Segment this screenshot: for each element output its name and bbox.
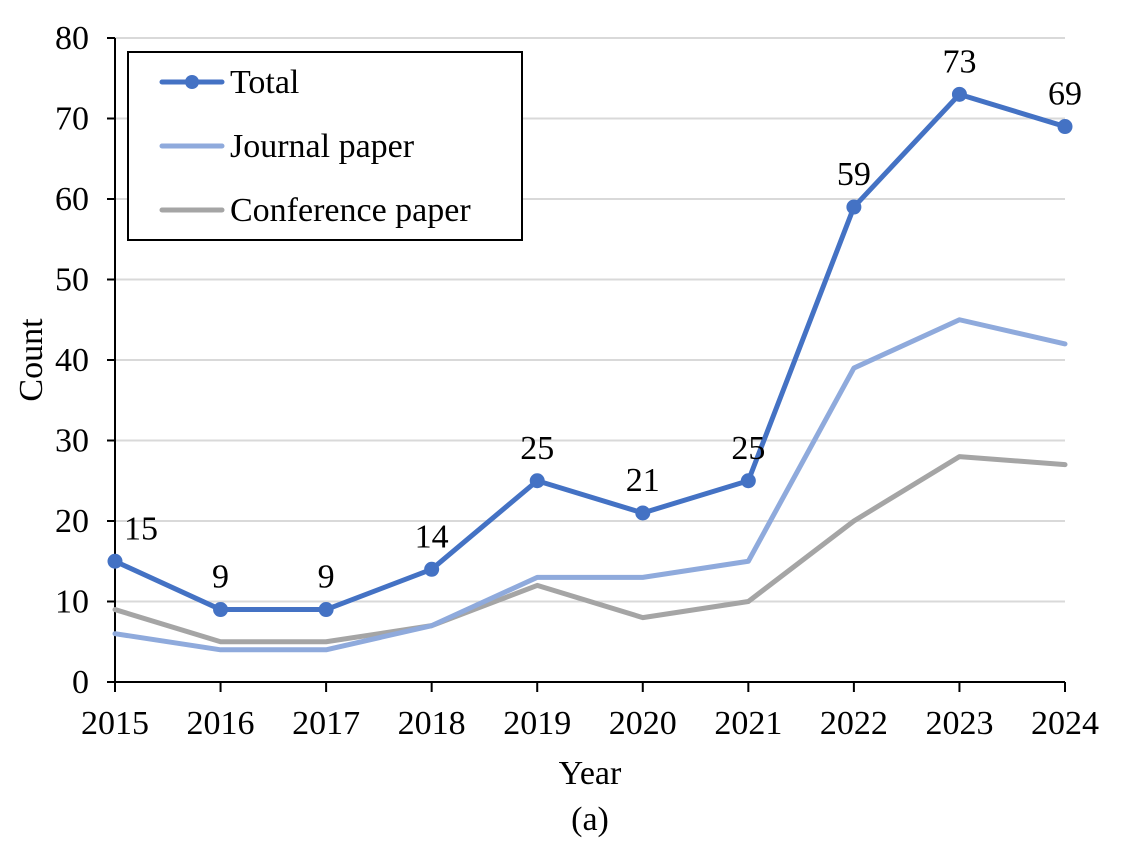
data-labels: 15 9 9 14 25 21 25 59 73 69 (124, 43, 1082, 595)
y-tick-label: 60 (55, 181, 89, 218)
x-axis-title: Year (559, 755, 622, 792)
data-label: 25 (520, 430, 554, 467)
x-tick-label: 2022 (820, 705, 888, 742)
y-tick-label: 30 (55, 423, 89, 460)
data-point (318, 602, 334, 618)
x-tick-label: 2024 (1031, 705, 1099, 742)
data-point (740, 473, 756, 489)
series-line-total (112, 91, 1068, 613)
x-tick-label: 2020 (609, 705, 677, 742)
data-label: 69 (1048, 76, 1082, 113)
y-tick-label: 50 (55, 262, 89, 299)
x-tick-label: 2017 (292, 705, 360, 742)
x-axis-ticks: 2015 2016 2017 2018 2019 2020 2021 2022 2023 2024 (81, 705, 1099, 742)
y-tick-label: 40 (55, 342, 89, 379)
data-point (424, 561, 440, 577)
x-tick-label: 2019 (503, 705, 571, 742)
data-point (1057, 119, 1073, 135)
y-axis-title: Count (13, 318, 50, 402)
x-tick-label: 2016 (187, 705, 255, 742)
x-tick-label: 2015 (81, 705, 149, 742)
data-label: 21 (626, 462, 660, 499)
y-tick-label: 80 (55, 20, 89, 57)
data-label: 14 (415, 518, 449, 555)
y-tick-label: 70 (55, 101, 89, 138)
legend-label: Conference paper (230, 192, 471, 229)
data-point (846, 199, 862, 215)
y-tick-label: 0 (72, 664, 89, 701)
data-label: 9 (318, 559, 335, 596)
x-tick-label: 2023 (925, 705, 993, 742)
data-point (951, 86, 967, 102)
data-point (107, 553, 123, 569)
legend-marker (185, 75, 199, 89)
x-tick-label: 2021 (714, 705, 782, 742)
series-layer (107, 86, 1073, 653)
data-label: 9 (212, 559, 229, 596)
data-label: 59 (837, 156, 871, 193)
data-label: 73 (942, 43, 976, 80)
legend-label: Total (230, 64, 299, 101)
y-tick-label: 20 (55, 503, 89, 540)
data-point (635, 505, 651, 521)
y-tick-label: 10 (55, 584, 89, 621)
data-label: 15 (124, 510, 158, 547)
axes (107, 37, 1066, 692)
series-line-conference-paper (112, 454, 1068, 645)
data-point (529, 473, 545, 489)
legend-items: Total Journal paper Conference paper (159, 64, 471, 229)
x-tick-label: 2018 (398, 705, 466, 742)
series-line-journal-paper (112, 317, 1068, 653)
figure-caption: (a) (571, 801, 609, 838)
legend-label: Journal paper (230, 128, 415, 165)
data-point (213, 602, 229, 618)
data-label: 25 (731, 430, 765, 467)
y-axis-ticks: 0 10 20 30 40 50 60 70 80 (55, 20, 89, 701)
legend: Total Journal paper Conference paper (127, 51, 523, 241)
